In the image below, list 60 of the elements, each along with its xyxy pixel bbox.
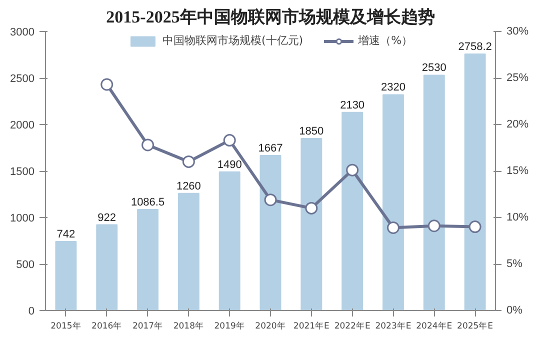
x-tick-label: 2021年E [293,320,330,332]
point [264,194,277,206]
data-label: 1260 [176,180,201,192]
x-tick-label: 2023年E [375,320,412,332]
data-label: 2758.2 [458,40,492,53]
y-tick-label: 1000 [10,212,35,224]
bar [464,53,486,310]
bar [300,138,322,310]
x-tick-label: 2015年 [50,320,82,332]
bar [342,112,364,310]
y2-tick-label: 25% [506,72,529,84]
x-tick-label: 2019年 [214,320,245,332]
bar [382,94,404,310]
bar [218,171,240,310]
bar [55,240,77,310]
chart-title: 2015-2025年中国物联网市场规模及增长趋势 [106,8,435,26]
y-tick-label: 2000 [10,120,35,132]
y2-tick-label: 15% [506,165,529,177]
point [100,78,114,91]
bar [423,74,445,310]
x-tick-label: 2022年E [334,320,370,332]
legend-label: 增速（%） [358,33,413,48]
y-tick-label: 1500 [10,166,35,178]
x-tick-label: 2024年E [416,320,452,332]
y2-tick-label: 0% [506,304,523,316]
point [346,164,359,176]
point [428,220,440,232]
data-label: 2530 [422,62,446,74]
x-tick-label: 2025年E [457,320,494,332]
y-tick-label: 500 [16,259,35,271]
data-label: 2320 [380,82,406,94]
point [468,220,482,234]
y-tick-label: 0 [28,306,35,318]
y2-tick-label: 30% [506,26,529,38]
x-tick-label: 2017年 [132,320,164,332]
y2-tick-label: 5% [506,258,523,270]
y-tick-label: 3000 [10,26,35,38]
x-tick-label: 2020年 [255,320,286,332]
data-label: 1086.5 [130,196,165,208]
point [223,134,236,147]
point [386,221,400,234]
x-tick-label: 2018年 [173,320,204,332]
bar [178,192,200,310]
y2-tick-label: 20% [506,118,529,130]
data-label: 1850 [299,125,324,138]
data-label: 1667 [258,142,283,154]
data-label: 1490 [217,158,242,171]
point [305,202,318,214]
data-label: 742 [56,228,76,240]
point [142,138,154,152]
data-label: 922 [98,212,116,224]
data-label: 2130 [340,99,365,112]
bar [260,154,282,310]
x-tick-label: 2016年 [92,320,122,332]
legend-label: 中国物联网市场规模(十亿元) [162,33,304,48]
point [182,155,195,168]
bar [137,208,158,310]
y2-tick-label: 10% [506,212,529,224]
y-tick-label: 2500 [10,73,35,85]
bar [96,224,118,310]
